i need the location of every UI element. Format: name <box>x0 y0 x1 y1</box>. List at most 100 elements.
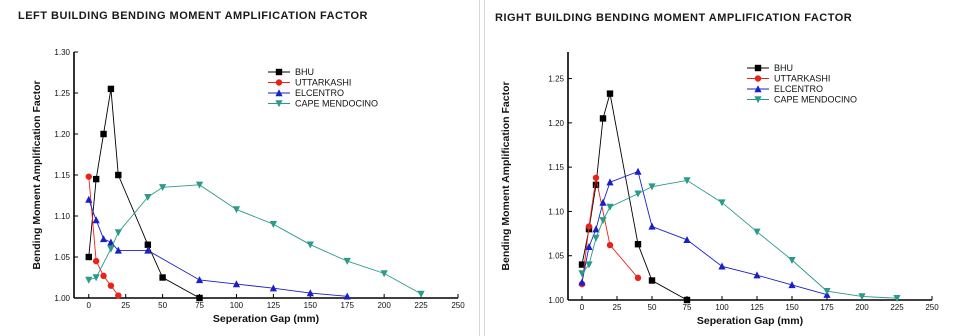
right-chart-series-bhu-point <box>592 181 600 189</box>
left-chart-series-bhu-point <box>107 85 115 93</box>
right-chart-series-elcentro-point <box>788 281 796 289</box>
left-chart-x-tick-label: 50 <box>158 301 167 310</box>
right-chart-series-elcentro-point <box>634 167 642 175</box>
left-chart-series-elcentro-point <box>195 276 204 284</box>
left-chart-series-elcentro-point <box>85 195 93 203</box>
left-chart-series-cape-mendocino-point <box>144 193 152 201</box>
right-chart-series-elcentro-point <box>683 235 691 243</box>
right-chart-series-elcentro-point <box>585 243 593 251</box>
right-chart-x-tick-label: 75 <box>683 303 692 312</box>
left-chart-legend-uttarkashi-label: UTTARKASHI <box>295 78 351 88</box>
right-chart-series-cape-mendocino-point <box>893 295 901 303</box>
right-chart-x-tick-label: 175 <box>820 303 834 312</box>
left-chart-series-uttarkashi-point <box>85 173 92 180</box>
left-chart-series-cape-mendocino-point <box>380 270 388 278</box>
right-chart-svg: 0 25 50 75 100 125 150 175 200 225 250 1.00 1.05 1.10… <box>500 52 939 327</box>
right-chart-series-cape-mendocino-point <box>683 177 691 185</box>
left-chart-series-bhu-point <box>92 175 100 183</box>
left-chart-x-tick-label: 125 <box>267 301 281 310</box>
right-chart-series-cape-mendocino-line <box>581 179 898 299</box>
right-chart-legend-elcentro-marker <box>754 85 762 93</box>
left-chart-series-bhu-line <box>88 88 200 299</box>
right-chart-x-tick-label: 50 <box>648 303 657 312</box>
right-chart-series-elcentro-point <box>599 198 607 206</box>
left-chart-series-elcentro-line <box>88 199 348 297</box>
left-chart-series-cape-mendocino-point <box>159 184 167 192</box>
right-chart-legend-cape-mendocino-label: CAPE MENDOCINO <box>774 95 857 105</box>
left-chart-series-cape-mendocino-point <box>85 276 93 284</box>
left-chart-legend-cape-mendocino-marker <box>275 100 283 108</box>
left-chart-legend-bhu-marker <box>275 68 283 76</box>
right-chart-x-tick-label: 25 <box>613 303 622 312</box>
left-chart-x-tick-label: 100 <box>230 301 244 310</box>
left-chart-y-tick-label: 1.10 <box>54 212 70 221</box>
right-chart-x-tick-label: 0 <box>580 303 585 312</box>
right-chart-series-cape-mendocino-point <box>788 256 796 264</box>
right-chart-series-cape-mendocino-point <box>753 228 761 236</box>
right-chart-x-tick-label: 250 <box>925 303 939 312</box>
left-chart-series-elcentro-point <box>99 235 108 243</box>
right-chart-y-tick-label: 1.00 <box>548 296 564 305</box>
right-chart-series-cape-mendocino-point <box>858 293 866 301</box>
right-chart-legend-elcentro-label: ELCENTRO <box>774 84 823 94</box>
left-chart-series-elcentro-point <box>343 292 351 300</box>
left-chart-series-cape-mendocino-point <box>92 274 100 282</box>
left-chart-legend-bhu-label: BHU <box>295 67 314 77</box>
right-chart-series-bhu-point <box>648 277 656 284</box>
left-chart-x-tick-label: 175 <box>341 301 355 310</box>
right-chart-series-cape-mendocino-point <box>599 217 607 225</box>
right-chart-legend-cape-mendocino-marker <box>754 96 762 104</box>
right-chart-series-bhu-point <box>683 296 691 304</box>
right-chart-title: RIGHT BUILDING BENDING MOMENT AMPLIFICAT… <box>495 12 853 24</box>
right-chart-series-uttarkashi-point <box>592 174 600 181</box>
left-chart-series-elcentro-point <box>114 246 122 254</box>
right-chart-series-elcentro-point <box>718 262 726 270</box>
right-chart-x-tick-label: 125 <box>750 303 764 312</box>
right-chart-series-elcentro-point <box>578 278 586 286</box>
right-chart-legend-bhu-marker <box>754 64 762 72</box>
left-chart-series-cape-mendocino-point <box>417 290 425 298</box>
right-chart-y-tick-label: 1.05 <box>548 252 564 261</box>
left-chart-x-tick-label: 250 <box>451 301 465 310</box>
left-chart-y-tick-label: 1.00 <box>54 294 70 303</box>
left-chart-y-tick-label: 1.25 <box>54 89 70 98</box>
right-chart-legend-uttarkashi-marker <box>754 75 762 82</box>
right-chart-series-cape-mendocino-point <box>585 261 593 269</box>
right-chart-x-tick-label: 225 <box>890 303 904 312</box>
right-chart-series-elcentro-line <box>581 170 828 296</box>
left-chart-series-uttarkashi-point <box>92 257 100 265</box>
left-chart-series-bhu-point <box>85 253 92 261</box>
right-chart-series-cape-mendocino-point <box>578 270 586 278</box>
right-chart-series-elcentro-point <box>592 225 600 233</box>
right-chart-legend-uttarkashi-label: UTTARKASHI <box>774 74 830 84</box>
right-chart-series-cape-mendocino-point <box>718 199 726 207</box>
left-chart-series-cape-mendocino-point <box>114 229 122 237</box>
left-chart-series-elcentro-point <box>144 246 152 254</box>
left-chart-y-tick-label: 1.15 <box>54 171 70 180</box>
left-chart-y-axis-title: Bending Moment Amplification Factor <box>31 80 43 269</box>
right-chart-panel: RIGHT BUILDING BENDING MOMENT AMPLIFICAT… <box>484 0 955 336</box>
left-chart-series-bhu-point <box>100 130 107 138</box>
right-chart-series-uttarkashi-point <box>585 223 593 230</box>
right-chart-series-elcentro-point <box>648 222 656 230</box>
left-chart-series-uttarkashi-point <box>100 272 107 280</box>
left-chart-x-tick-label: 75 <box>195 301 204 310</box>
left-chart-svg: 0 25 50 75 100 125 150 175 200 225 250 1.00 1.05 1.10… <box>31 48 465 325</box>
right-chart-series-bhu-point <box>599 115 607 122</box>
right-chart-series-cape-mendocino-point <box>592 234 600 242</box>
right-chart-series-cape-mendocino-point <box>606 203 614 211</box>
right-chart-x-tick-label: 200 <box>855 303 869 312</box>
left-chart-series-elcentro-point <box>306 289 314 297</box>
right-chart-y-tick-label: 1.10 <box>548 207 564 216</box>
left-chart-series-uttarkashi-point <box>115 292 122 299</box>
left-chart-series-bhu-point <box>196 294 203 302</box>
right-chart-series-cape-mendocino-point <box>823 287 831 295</box>
left-chart-y-tick-label: 1.20 <box>54 130 70 139</box>
left-chart-y-tick-label: 1.05 <box>54 253 70 262</box>
right-chart-series-uttarkashi-point <box>634 274 642 282</box>
right-chart-series-cape-mendocino-point <box>648 183 656 191</box>
right-chart-series-bhu-point <box>634 241 642 248</box>
left-chart-x-tick-label: 225 <box>414 301 428 310</box>
left-chart-series-uttarkashi-point <box>107 282 115 289</box>
